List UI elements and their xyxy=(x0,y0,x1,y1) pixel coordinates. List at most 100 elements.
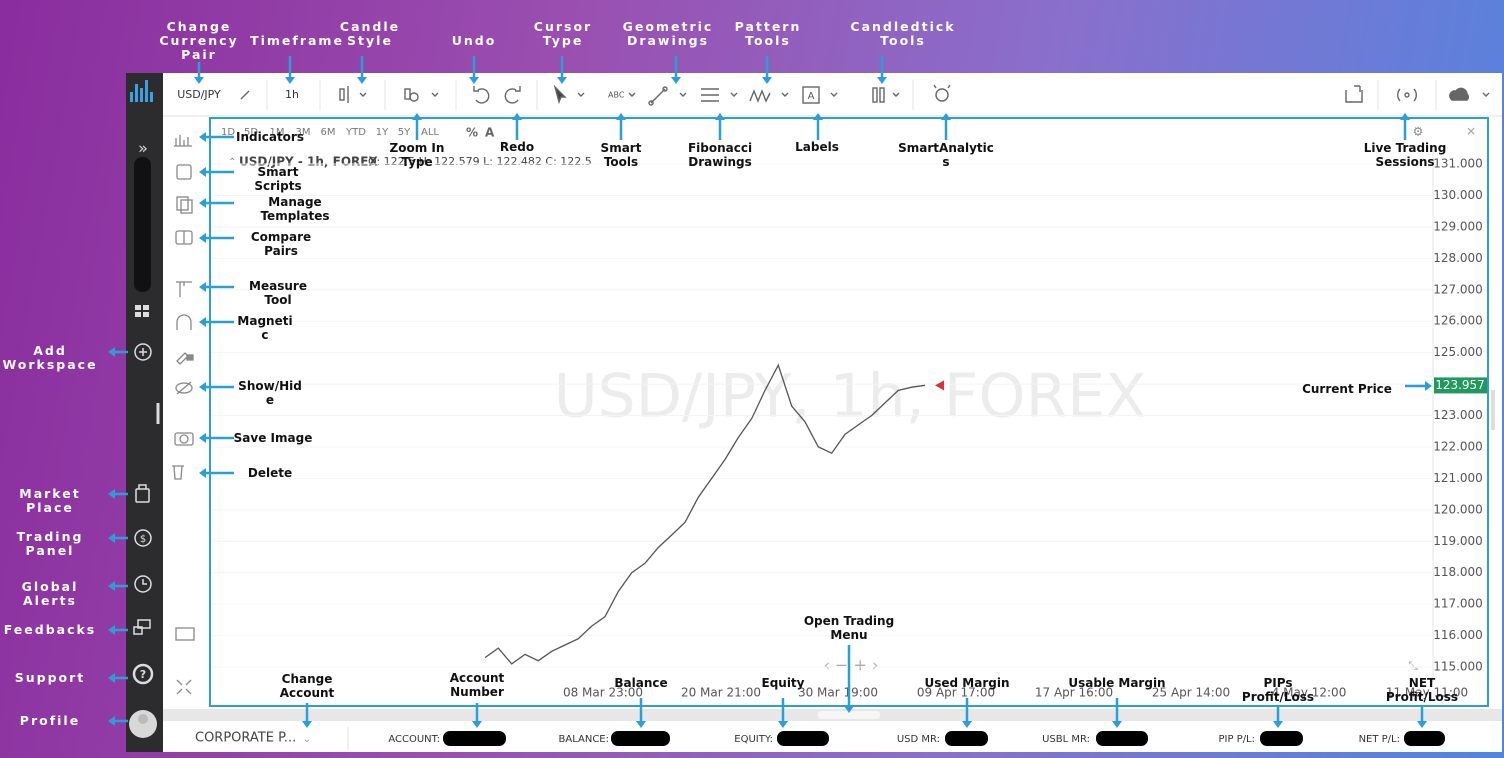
period-button[interactable]: ALL xyxy=(421,127,439,138)
account-dropdown[interactable]: ⌄ xyxy=(303,734,311,745)
status-field-label: EQUITY: xyxy=(734,734,773,745)
time-tick-label: 20 Mar 21:00 xyxy=(681,686,761,700)
annotation-arrowhead xyxy=(199,433,206,443)
sidebar-icons[interactable]: $ ? xyxy=(132,343,160,685)
annotation-label: Change Account xyxy=(279,672,335,700)
annotation-label: Undo xyxy=(451,33,497,48)
annotation-label: Fibonacci Drawings xyxy=(687,141,753,169)
annotation-arrowhead xyxy=(1273,721,1283,728)
annotation-arrowhead xyxy=(469,77,479,84)
pair-selector[interactable]: USD/JPY xyxy=(177,88,221,101)
percent-toggle[interactable]: % xyxy=(466,126,478,140)
status-field-label: USBL MR: xyxy=(1042,734,1090,745)
svg-text:A: A xyxy=(808,91,815,102)
period-button[interactable]: 3M xyxy=(296,127,311,138)
period-button[interactable]: 5D xyxy=(244,127,258,138)
annotation-arrowhead xyxy=(199,282,206,292)
annotation-arrowhead xyxy=(194,77,204,84)
period-button[interactable]: 5Y xyxy=(398,127,411,138)
annotation-arrowhead xyxy=(199,317,206,327)
masked-value xyxy=(1404,731,1445,746)
annotation-label: Live Trading Sessions xyxy=(1363,141,1447,169)
collapse-legend-icon[interactable]: ⌃ xyxy=(228,157,236,168)
annotation-label: Show/Hid e xyxy=(238,379,302,407)
annotation-arrowhead xyxy=(199,382,206,392)
annotation-label: Usable Margin xyxy=(1068,676,1166,690)
price-tick-label: 119.000 xyxy=(1433,534,1483,548)
status-field-label: USD MR: xyxy=(897,734,940,745)
price-tick-label: 117.000 xyxy=(1433,597,1483,611)
annotation-label: Delete xyxy=(247,466,293,480)
masked-value xyxy=(1260,731,1303,746)
annotation-arrowhead xyxy=(877,77,887,84)
time-tick-label: 09 Apr 17:00 xyxy=(917,686,995,700)
price-tick-label: 130.000 xyxy=(1433,188,1483,202)
status-field-label: ACCOUNT: xyxy=(388,734,440,745)
grid-icon[interactable] xyxy=(135,305,149,317)
price-tick-label: 127.000 xyxy=(1433,282,1483,296)
price-tick-label: 126.000 xyxy=(1433,314,1483,328)
app-window xyxy=(126,73,1502,752)
annotation-arrowhead xyxy=(962,721,972,728)
toolbar-separators xyxy=(266,80,1437,110)
annotation-label: Profile xyxy=(19,713,81,728)
legend-symbol: USD/JPY - 1h, FOREX xyxy=(239,155,378,169)
price-tick-label: 125.000 xyxy=(1433,345,1483,359)
annotation-arrowhead xyxy=(636,721,646,728)
annotation-label: Candledtick Tools xyxy=(850,19,956,48)
annotation-label: NET Profit/Loss xyxy=(1385,676,1459,704)
drawing-tool-icons[interactable] xyxy=(172,135,195,695)
chart-close-icon[interactable]: ✕ xyxy=(1466,125,1476,139)
price-line xyxy=(484,363,926,665)
price-tick-label: 122.000 xyxy=(1433,439,1483,453)
time-tick-label: 4 May 12:00 xyxy=(1272,686,1347,700)
timeframe-selector[interactable]: 1h xyxy=(285,88,299,101)
auto-scale-toggle[interactable]: A xyxy=(485,126,495,140)
annotation-label: Open Trading Menu xyxy=(803,614,895,642)
svg-text:$: $ xyxy=(140,534,146,545)
annotation-arrowhead xyxy=(512,113,522,120)
expand-icon[interactable]: » xyxy=(138,139,148,158)
current-price-marker xyxy=(935,380,944,391)
current-price-badge xyxy=(1434,377,1487,394)
annotation-arrowhead xyxy=(199,233,206,243)
masked-value xyxy=(1096,731,1148,746)
annotation-arrowhead xyxy=(472,721,482,728)
annotation-label: Trading Panel xyxy=(16,529,84,558)
annotation-arrowhead xyxy=(778,721,788,728)
period-button[interactable]: YTD xyxy=(345,127,366,138)
period-button[interactable]: 1M xyxy=(270,127,285,138)
chart-settings-icon[interactable]: ⚙ xyxy=(1413,125,1424,139)
logo xyxy=(130,80,153,102)
masked-value xyxy=(443,731,506,746)
annotation-arrowhead xyxy=(199,167,206,177)
price-tick-label: 121.000 xyxy=(1433,471,1483,485)
period-button[interactable]: 1D xyxy=(221,127,235,138)
chart-navigation[interactable]: ‹ − + › xyxy=(824,656,879,675)
annotation-arrowhead xyxy=(302,721,312,728)
time-tick-label: 08 Mar 23:00 xyxy=(563,686,643,700)
period-button[interactable]: 6M xyxy=(321,127,336,138)
toolbar-icons[interactable]: ABC A xyxy=(240,84,1490,106)
annotation-label: Cursor Type xyxy=(533,19,593,48)
annotation-arrowhead xyxy=(1400,113,1410,120)
price-tick-label: 131.000 xyxy=(1433,157,1483,171)
reset-view[interactable]: ⤡ xyxy=(1408,659,1418,673)
price-tick-label: 120.000 xyxy=(1433,502,1483,516)
price-tick-label: 128.000 xyxy=(1433,251,1483,265)
annotation-arrowhead xyxy=(108,716,115,726)
annotation-label: SmartAnalytic s xyxy=(898,141,994,169)
price-tick-label: 129.000 xyxy=(1433,219,1483,233)
period-button[interactable]: 1Y xyxy=(376,127,389,138)
status-field-label: PIP P/L: xyxy=(1218,734,1255,745)
account-selector[interactable]: CORPORATE P... xyxy=(195,731,296,746)
annotation-label: Candle Style xyxy=(339,19,401,48)
trading-menu-handle[interactable] xyxy=(818,711,880,719)
masked-value xyxy=(611,731,670,746)
annotation-label: Feedbacks xyxy=(3,622,97,637)
annotation-arrowhead xyxy=(557,77,567,84)
annotation-label: Current Price xyxy=(1302,382,1392,396)
annotation-label: Balance xyxy=(614,676,668,690)
